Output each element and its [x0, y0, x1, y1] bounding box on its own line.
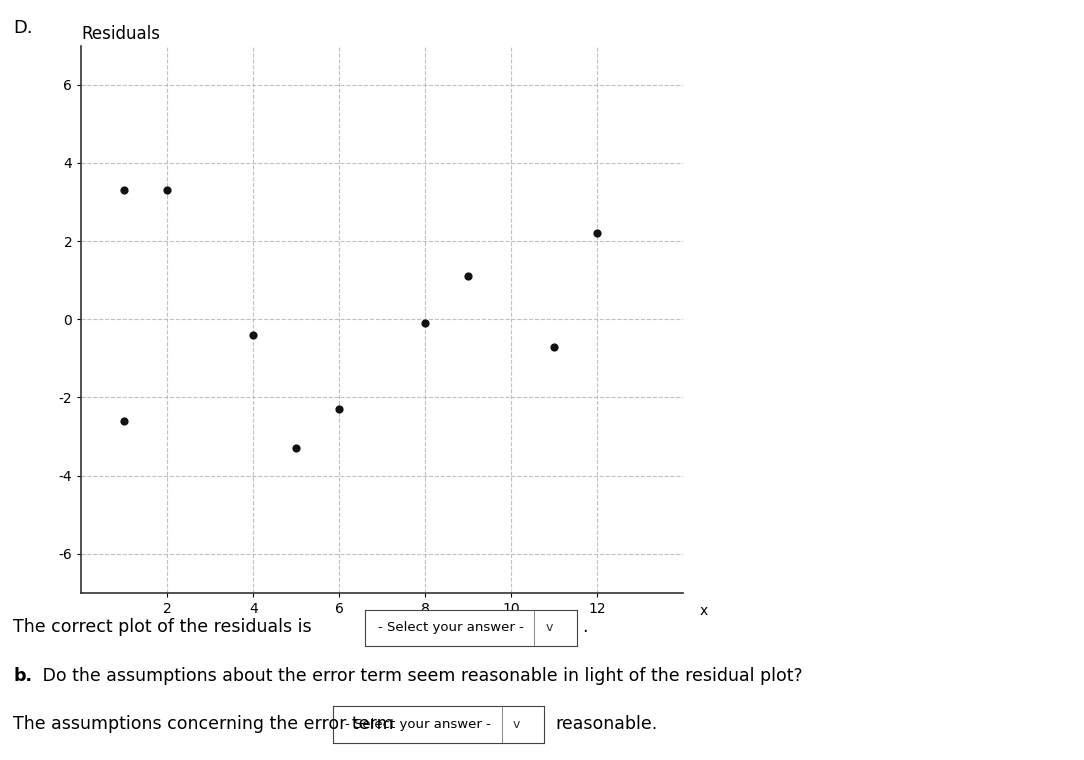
Point: [158, 184, 176, 196]
Text: - Select your answer -: - Select your answer -: [346, 717, 491, 731]
Point: [416, 317, 434, 329]
Text: The assumptions concerning the error term: The assumptions concerning the error ter…: [13, 714, 393, 733]
Text: v: v: [513, 717, 520, 731]
Point: [545, 340, 563, 353]
Point: [287, 442, 305, 454]
Text: D.: D.: [13, 19, 33, 37]
Text: reasonable.: reasonable.: [555, 714, 657, 733]
Point: [331, 403, 348, 415]
Text: Do the assumptions about the error term seem reasonable in light of the residual: Do the assumptions about the error term …: [37, 667, 802, 686]
Point: [245, 329, 262, 341]
Text: - Select your answer -: - Select your answer -: [378, 621, 524, 635]
Text: v: v: [545, 621, 553, 635]
Text: Residuals: Residuals: [81, 24, 160, 43]
Point: [116, 184, 133, 196]
Point: [589, 227, 606, 239]
Text: The correct plot of the residuals is: The correct plot of the residuals is: [13, 618, 311, 636]
Text: .: .: [582, 618, 588, 636]
Point: [460, 270, 477, 282]
Point: [116, 415, 133, 427]
Text: x: x: [699, 604, 708, 618]
Text: b.: b.: [13, 667, 33, 686]
